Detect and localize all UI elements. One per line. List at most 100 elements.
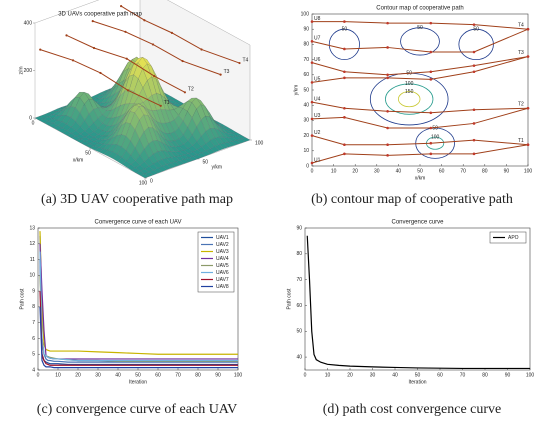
start-label: U4	[314, 96, 321, 102]
contour-label: 50	[432, 125, 438, 131]
contour	[385, 83, 434, 115]
y-tick-label: 9	[32, 288, 35, 294]
surface	[34, 56, 251, 179]
waypoint	[343, 47, 346, 51]
contour-label: 150	[405, 89, 414, 95]
waypoint	[125, 57, 128, 60]
y-tick-label: 5	[32, 352, 35, 358]
waypoint	[429, 70, 433, 74]
waypoint	[343, 76, 346, 80]
contour-label: 100	[405, 81, 414, 87]
x-tick-label: 80	[482, 168, 488, 174]
x-tick-label: 0	[37, 372, 40, 378]
waypoint	[343, 20, 346, 23]
start-label: U2	[314, 130, 321, 136]
target-label: T3	[224, 69, 230, 75]
waypoint	[429, 126, 433, 130]
legend	[489, 231, 527, 244]
y-tick-label: 0	[306, 163, 309, 169]
contour-label: 50	[342, 27, 348, 33]
z-tick-label: 0	[29, 115, 32, 121]
legend	[197, 231, 235, 293]
x-tick-label: 80	[482, 372, 488, 378]
waypoint	[429, 111, 433, 115]
waypoint	[310, 81, 314, 84]
waypoint	[310, 161, 314, 165]
x-tick-label: 70	[175, 372, 181, 378]
x-tick-label: 30	[374, 168, 380, 174]
y-tick-label: 70	[296, 277, 302, 283]
waypoint	[386, 76, 389, 80]
x-tick-label: 100	[526, 372, 535, 378]
waypoint	[99, 71, 102, 75]
x-tick-label: 0	[304, 372, 307, 378]
path-line	[311, 56, 529, 83]
path-line	[311, 56, 529, 76]
x-tick-label: 80	[195, 372, 201, 378]
waypoint	[91, 20, 94, 23]
waypoint	[386, 73, 389, 77]
x-tick-label: 20	[347, 372, 353, 378]
x-tick-label: 70	[460, 168, 466, 174]
y-tick-label: 7	[32, 320, 35, 326]
y-tick-label: 4	[32, 367, 35, 373]
waypoint	[153, 74, 156, 78]
y-tick-label: 70	[303, 57, 309, 63]
y-tick-label: 90	[296, 225, 302, 231]
waypoint	[526, 55, 530, 58]
path-line	[311, 107, 529, 129]
waypoint	[343, 106, 346, 110]
contour	[458, 28, 494, 61]
waypoint	[343, 143, 346, 147]
x-tick-label: 60	[439, 168, 445, 174]
waypoint	[310, 100, 314, 104]
legend-label: UAV3	[216, 249, 229, 255]
target-label: T3	[518, 50, 524, 56]
y-axis-label: y/km	[293, 85, 299, 96]
waypoint	[429, 50, 433, 54]
x-tick-label: 50	[135, 372, 141, 378]
waypoint	[472, 23, 476, 26]
line	[39, 306, 238, 369]
legend-label: UAV6	[216, 270, 229, 276]
x-axis-label: x/km	[415, 175, 426, 181]
line	[39, 235, 238, 363]
y-tick-label: 30	[303, 118, 309, 124]
waypoint	[429, 21, 433, 25]
legend-label: UAV8	[216, 284, 229, 290]
chart-title: Contour map of cooperative path	[376, 6, 463, 12]
contour	[398, 91, 421, 108]
y-tick-label: 12	[29, 241, 35, 247]
waypoint	[429, 141, 433, 145]
z-tick-label: 200	[24, 68, 33, 74]
y-tick-label: 6	[32, 336, 35, 342]
start-label: U7	[314, 36, 321, 42]
x-tick-label: 50	[417, 168, 423, 174]
waypoint	[219, 73, 222, 76]
y-tick-label: 60	[296, 303, 302, 309]
x-tick-label: 40	[115, 372, 121, 378]
start-label: U8	[314, 16, 321, 22]
z-axis-label: z/m	[18, 66, 24, 74]
waypoint	[124, 30, 127, 33]
y-axis-label: y/km	[212, 164, 223, 170]
line	[306, 235, 530, 370]
x-tick-label: 10	[55, 372, 61, 378]
x-tick-label: 20	[75, 372, 81, 378]
y-tick-label: 100	[255, 140, 264, 146]
x-tick-label: 40	[392, 372, 398, 378]
y-tick-label: 20	[303, 133, 309, 139]
legend-label: UAV4	[216, 256, 229, 262]
x-tick-label: 60	[155, 372, 161, 378]
y-axis-label: Path cost	[19, 288, 25, 309]
waypoint	[151, 43, 155, 46]
waypoint	[143, 19, 146, 22]
waypoint	[526, 27, 530, 31]
contour	[400, 27, 440, 56]
waypoint	[526, 106, 530, 110]
waypoint	[472, 122, 476, 125]
x-tick-label: 70	[460, 372, 466, 378]
y-tick-label: 80	[303, 42, 309, 48]
